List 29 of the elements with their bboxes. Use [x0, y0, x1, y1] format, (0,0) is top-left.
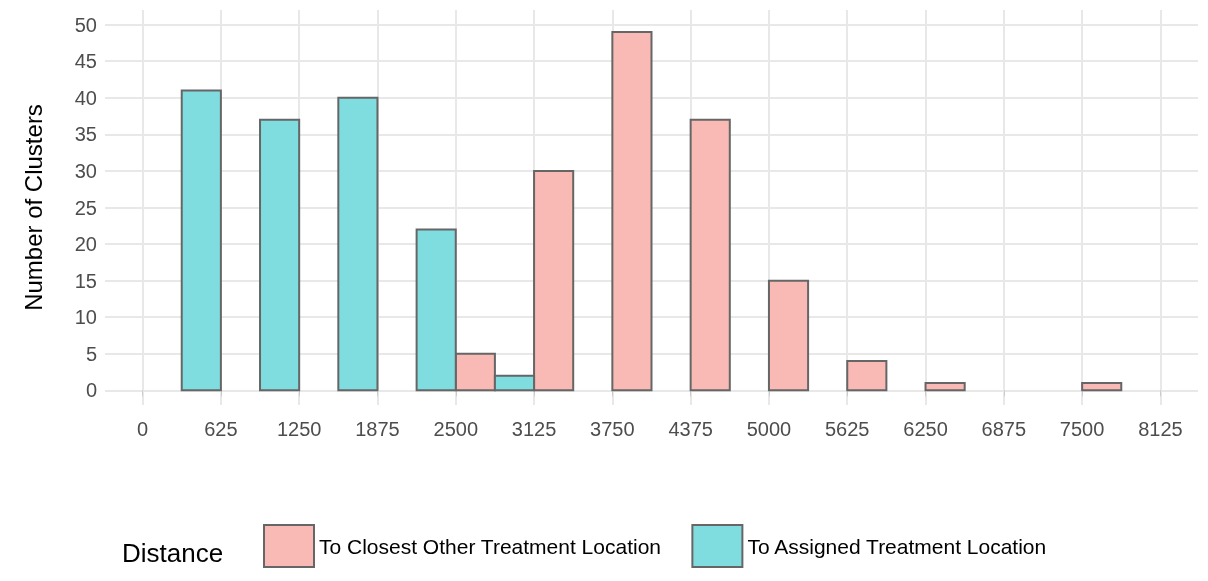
x-tick-label: 6875: [981, 418, 1027, 440]
y-tick-label: 0: [85, 379, 97, 402]
x-tick-label: 8125: [1138, 418, 1183, 440]
x-tick-label: 625: [204, 418, 238, 440]
x-tick-label: 1250: [276, 418, 322, 440]
x-tick-label: 1875: [355, 418, 400, 440]
y-tick-label: 40: [74, 86, 97, 109]
x-tick-label: 5625: [824, 418, 870, 440]
x-tick-label: 3125: [511, 418, 557, 440]
legend-label: To Closest Other Treatment Location: [319, 534, 661, 558]
y-tick-label: 25: [74, 196, 97, 219]
x-tick-label: 3750: [590, 418, 635, 440]
x-tick-label: 2500: [433, 418, 479, 440]
y-tick-label: 50: [74, 13, 97, 36]
legend-label: To Assigned Treatment Location: [747, 534, 1047, 558]
y-tick-label: 20: [74, 233, 97, 256]
x-tick-label: 4375: [668, 418, 713, 440]
y-tick-label: 35: [74, 123, 97, 146]
x-tick-label: 6250: [903, 418, 948, 440]
y-axis-title: Number of Clusters: [19, 104, 47, 311]
x-tick-label: 7500: [1059, 418, 1105, 440]
y-tick-label: 15: [74, 269, 97, 292]
x-tick-label: 0: [137, 418, 149, 440]
y-tick-label: 45: [74, 50, 97, 73]
y-tick-label: 30: [74, 159, 97, 182]
y-tick-label: 5: [85, 342, 97, 365]
legend-title: Distance: [122, 538, 224, 568]
x-tick-label: 5000: [746, 418, 792, 440]
y-tick-label: 10: [74, 306, 97, 329]
